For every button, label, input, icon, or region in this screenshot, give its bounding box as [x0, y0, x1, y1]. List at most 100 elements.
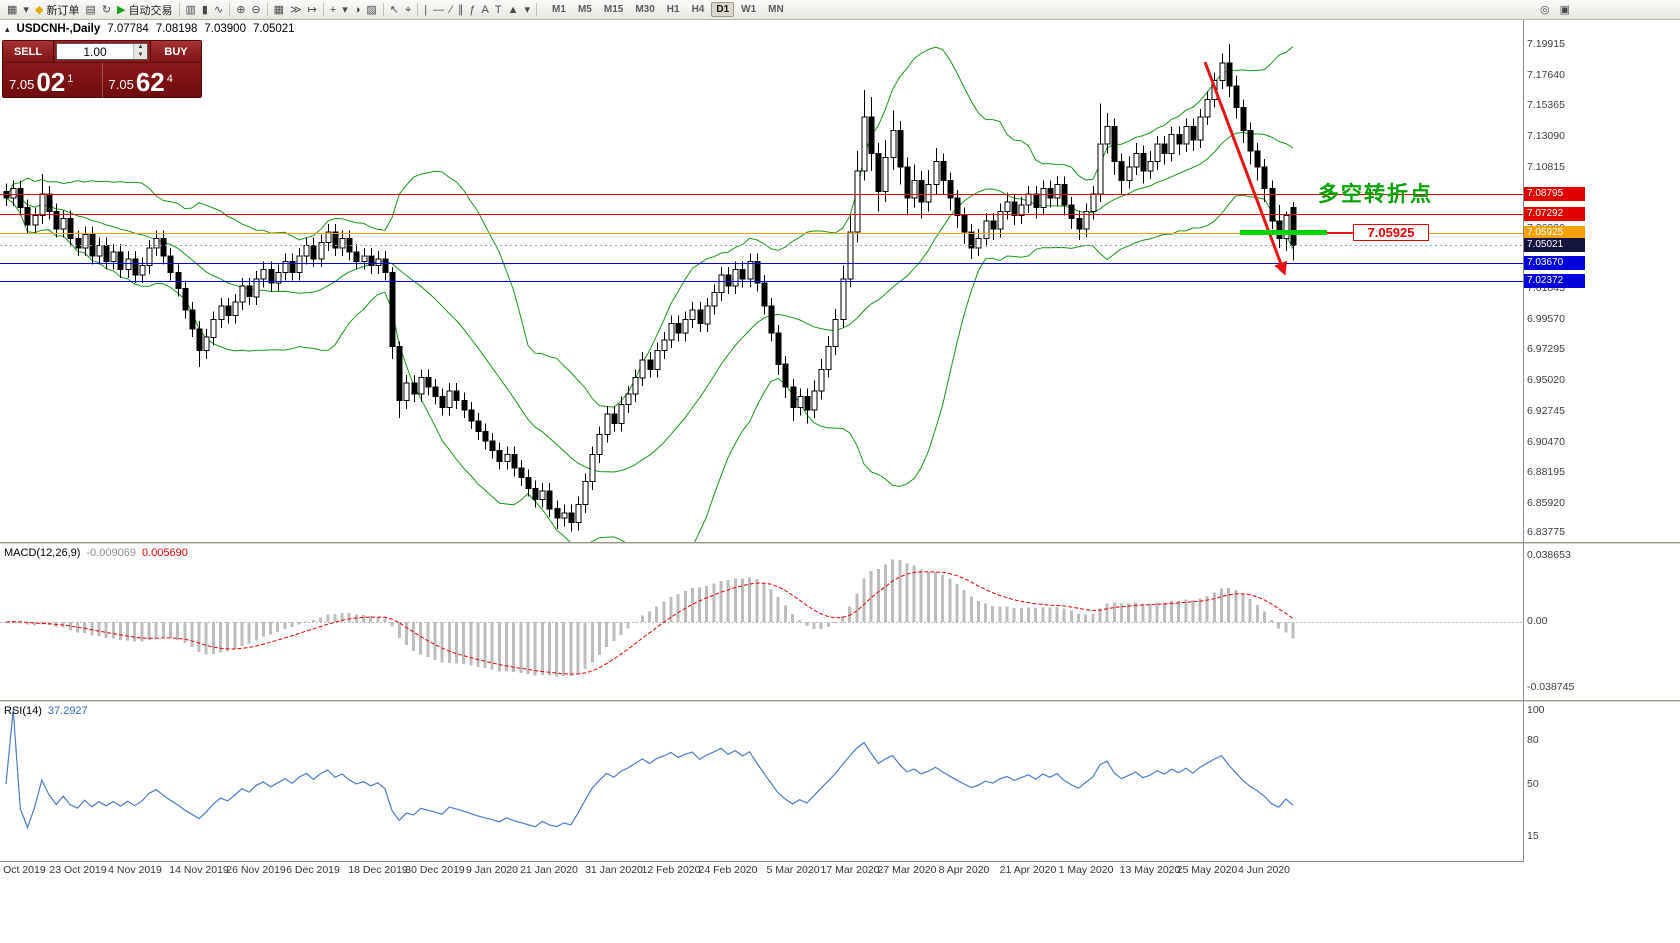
new-order-icon: ◆ — [34, 3, 44, 16]
periods-icon[interactable]: ◑ — [351, 2, 364, 18]
date-label: 4 Jun 2020 — [1238, 864, 1290, 876]
channel-icon[interactable]: ∥ — [455, 2, 467, 18]
macd-main-value: -0.009069 — [86, 547, 136, 559]
sell-price-button[interactable]: 7.05 02 1 — [3, 63, 102, 98]
chart-dropdown-icon[interactable]: ▾ — [20, 2, 32, 18]
panel-separator[interactable] — [0, 542, 1680, 544]
macd-panel-chart[interactable] — [0, 544, 1523, 700]
price-axis-label: 6.90470 — [1527, 436, 1565, 448]
volume-down-icon[interactable]: ▼ — [134, 51, 147, 59]
chart-window-icon[interactable]: ▤ — [82, 2, 98, 18]
timeframe-m15-button[interactable]: M15 — [603, 4, 624, 15]
toolbar-separator — [266, 3, 268, 16]
toolbar-separator — [536, 3, 538, 16]
zoom-out-icon[interactable]: ⊖ — [248, 2, 263, 18]
indicators-dropdown-icon[interactable]: ▾ — [339, 2, 351, 18]
shapes-dropdown-icon: ▾ — [524, 3, 531, 16]
search-icon[interactable]: ◎ — [1540, 3, 1550, 16]
fibonacci-icon[interactable]: ƒ — [466, 2, 478, 18]
turning-point-annotation[interactable]: 多空转折点 — [1318, 183, 1433, 206]
support-segment[interactable] — [1240, 230, 1327, 235]
channel-icon: ∥ — [457, 3, 464, 16]
price-axis-line — [1523, 20, 1524, 862]
vertical-line-icon[interactable]: | — [421, 2, 430, 18]
refresh-icon[interactable]: ↻ — [99, 2, 114, 18]
price-axis-label: 7.10815 — [1527, 161, 1565, 173]
timeframe-d1-button[interactable]: D1 — [711, 2, 735, 17]
rsi-axis-label: 50 — [1527, 778, 1539, 790]
rsi-axis-label: 80 — [1527, 734, 1539, 746]
auto-scroll-icon[interactable]: ≫ — [287, 2, 305, 18]
timeframe-m1-button[interactable]: M1 — [552, 4, 566, 15]
zoom-in-icon[interactable]: ⊕ — [233, 2, 248, 18]
zoom-in-icon: ⊕ — [236, 3, 246, 16]
rsi-axis-label: 100 — [1527, 704, 1545, 716]
price-callout-box[interactable]: 7.05925 — [1353, 224, 1429, 241]
time-axis-line — [0, 861, 1523, 862]
indicators-icon[interactable]: + — [327, 2, 339, 18]
auto-scroll-icon: ≫ — [290, 3, 302, 16]
rsi-panel-chart[interactable] — [0, 702, 1523, 861]
volume-value[interactable]: 1.00 — [83, 44, 107, 59]
horizontal-level-lines[interactable] — [0, 194, 1523, 282]
label-icon[interactable]: T — [492, 2, 505, 18]
bar-chart-icon[interactable]: ▥ — [183, 2, 199, 18]
buy-price-button[interactable]: 7.05 62 4 — [101, 63, 202, 98]
trendline-icon[interactable]: ∕ — [447, 2, 455, 18]
chart-shift-icon[interactable]: ↦ — [305, 2, 320, 18]
timeframe-h1-button[interactable]: H1 — [666, 4, 680, 15]
price-axis-label: 6.88195 — [1527, 466, 1565, 478]
new-chart-icon: ▦ — [7, 3, 18, 16]
shapes-dropdown-icon[interactable]: ▾ — [522, 2, 534, 18]
candlestick-chart-icon[interactable]: ▮ — [199, 2, 211, 18]
main-price-chart[interactable] — [0, 20, 1523, 542]
chart-title: ▴ USDCNH-,Daily 7.07784 7.08198 7.03900 … — [5, 23, 295, 35]
new-order-button-label: 新订单 — [46, 4, 80, 17]
crosshair-icon[interactable]: ⌖ — [402, 2, 414, 18]
timeframe-w1-button[interactable]: W1 — [741, 4, 757, 15]
line-chart-icon[interactable]: ∿ — [211, 2, 226, 18]
macd-axis-label: 0.00 — [1527, 615, 1548, 627]
timeframe-mn-button[interactable]: MN — [768, 4, 784, 15]
callout-connector-line — [1327, 232, 1353, 234]
volume-stepper: ▲ ▼ — [133, 44, 147, 59]
ohlc-high: 7.08198 — [155, 23, 198, 35]
buy-button[interactable]: BUY — [150, 41, 201, 62]
date-label: 31 Jan 2020 — [585, 864, 643, 876]
timeframe-h4-button[interactable]: H4 — [691, 4, 705, 15]
volume-input[interactable]: 1.00 ▲ ▼ — [56, 43, 148, 60]
date-label: 24 Feb 2020 — [698, 864, 758, 876]
timeframe-m5-button[interactable]: M5 — [577, 4, 592, 15]
auto-trading-button[interactable]: ▶ 自动交易 — [114, 2, 175, 18]
new-chart-icon[interactable]: ▦ — [4, 2, 20, 18]
price-axis-label: 6.95020 — [1527, 374, 1565, 386]
grid-icon[interactable]: ▦ — [271, 2, 287, 18]
panel-separator[interactable] — [0, 700, 1680, 702]
horizontal-line-icon[interactable]: ― — [430, 2, 447, 18]
macd-histogram — [4, 559, 1295, 677]
fibonacci-icon: ƒ — [469, 3, 476, 16]
shapes-icon[interactable]: ▲ — [505, 2, 522, 18]
candlestick-chart-icon: ▮ — [201, 3, 208, 16]
text-icon[interactable]: A — [479, 2, 492, 18]
new-order-button[interactable]: ◆ 新订单 — [32, 2, 82, 18]
buy-price-main: 7.05 — [108, 77, 134, 92]
one-click-collapse-icon[interactable]: ▴ — [5, 23, 10, 34]
vertical-line-icon: | — [424, 3, 428, 16]
indicators-dropdown-icon: ▾ — [342, 3, 348, 16]
windows-icon[interactable]: ▣ — [1559, 3, 1571, 16]
volume-up-icon[interactable]: ▲ — [134, 44, 147, 52]
timeframe-m30-button[interactable]: M30 — [635, 4, 655, 15]
trendline-icon: ∕ — [450, 3, 452, 16]
sell-price-main: 7.05 — [9, 77, 35, 92]
sell-button[interactable]: SELL — [3, 41, 54, 62]
date-label: 18 Dec 2019 — [348, 864, 408, 876]
rsi-label: RSI(14) 37.2927 — [4, 705, 88, 717]
cursor-icon[interactable]: ↖ — [387, 2, 402, 18]
trend-arrow[interactable] — [1203, 61, 1287, 276]
date-label: 1 Oct 2019 — [0, 864, 46, 876]
buy-price-big: 62 — [135, 67, 165, 97]
toolbar-separator — [229, 3, 231, 16]
templates-icon[interactable]: ▨ — [363, 2, 379, 18]
date-label: 17 Mar 2020 — [820, 864, 880, 876]
